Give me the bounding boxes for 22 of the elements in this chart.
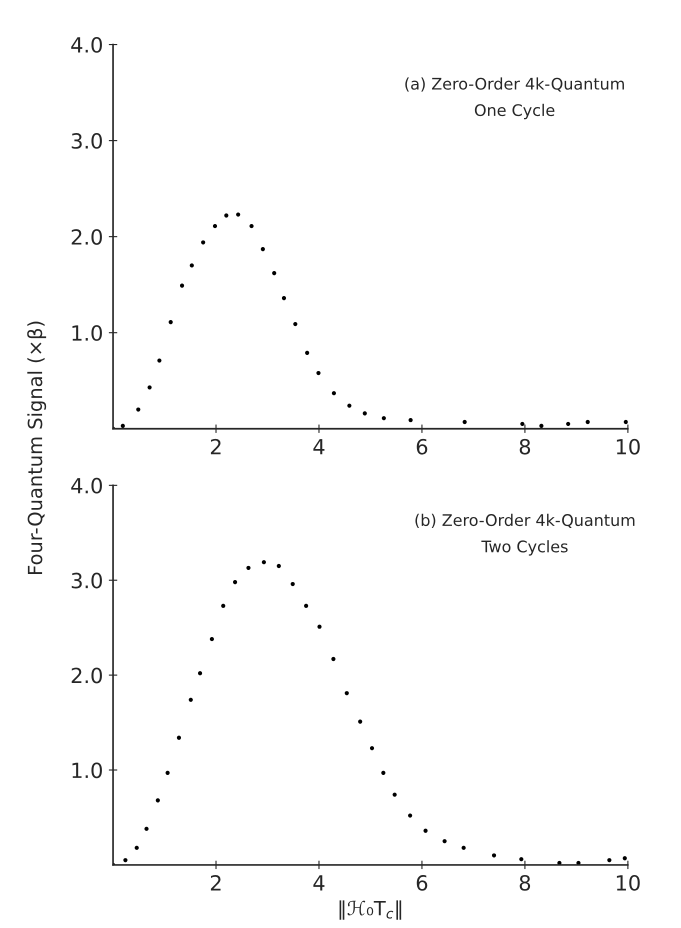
annotation: (a) Zero-Order 4k-Quantum One Cycle bbox=[405, 77, 624, 120]
x-axis-title: ‖ℋ₀T$_{c}$‖ bbox=[340, 900, 402, 920]
x-tick-label: 4 bbox=[313, 875, 324, 890]
x-tick-label: 4 bbox=[313, 439, 324, 454]
y-axis-title: Four-Quantum Signal (×β) bbox=[27, 322, 46, 574]
x-tick-label: 6 bbox=[416, 438, 428, 455]
y-tick-label: 4.0 bbox=[71, 36, 102, 53]
x-tick-label: 2 bbox=[210, 438, 221, 454]
x-tick-label: 8 bbox=[520, 874, 530, 891]
annotation: (b) Zero-Order 4k-Quantum Two Cycles bbox=[415, 514, 634, 556]
x-tick-label: 10 bbox=[616, 438, 640, 455]
x-tick-label: 10 bbox=[616, 874, 640, 891]
y-tick-label: 3.0 bbox=[72, 572, 102, 588]
y-tick-label: 1.0 bbox=[72, 325, 102, 341]
y-tick-label: 2.0 bbox=[72, 229, 102, 245]
x-tick-label: 2 bbox=[210, 874, 221, 890]
y-tick-label: 4.0 bbox=[71, 478, 102, 494]
x-tick-label: 8 bbox=[520, 438, 530, 455]
x-tick-label: 6 bbox=[416, 874, 428, 891]
y-tick-label: 3.0 bbox=[72, 133, 102, 149]
y-tick-label: 2.0 bbox=[72, 668, 102, 684]
y-tick-label: 1.0 bbox=[72, 762, 102, 778]
